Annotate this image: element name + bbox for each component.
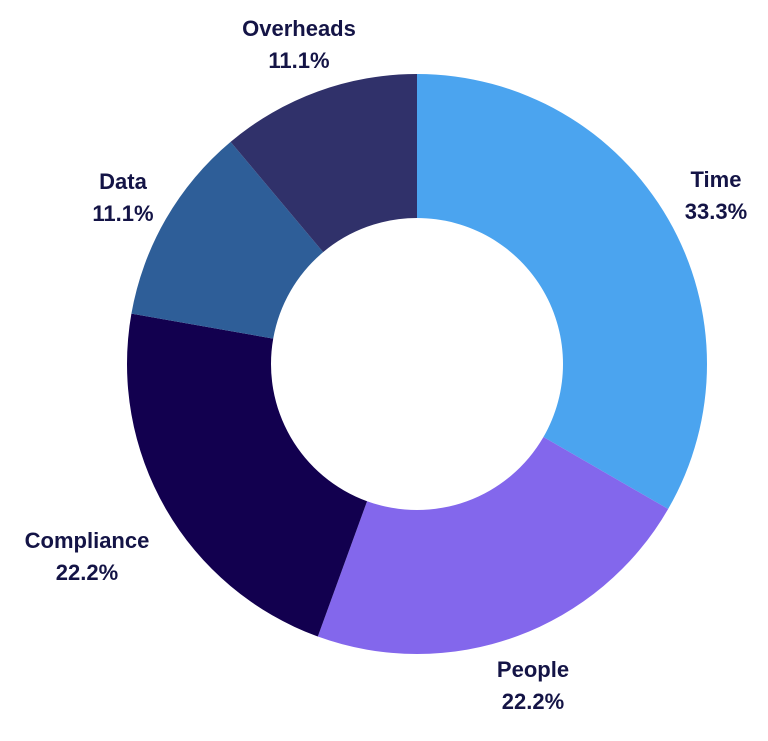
slice-overheads [230,74,417,253]
slice-data [131,141,324,339]
value-label-data: 11.1% [92,201,153,226]
value-label-overheads: 11.1% [268,48,329,73]
label-data: Data [99,169,147,194]
slice-compliance [126,313,368,637]
label-overheads: Overheads [242,16,356,41]
slice-time [417,74,707,509]
label-time: Time [691,167,742,192]
value-label-time: 33.3% [685,199,747,224]
label-people: People [497,657,569,682]
value-label-people: 22.2% [502,689,564,714]
label-compliance: Compliance [25,528,150,553]
value-label-compliance: 22.2% [56,560,118,585]
slice-people [317,437,669,654]
